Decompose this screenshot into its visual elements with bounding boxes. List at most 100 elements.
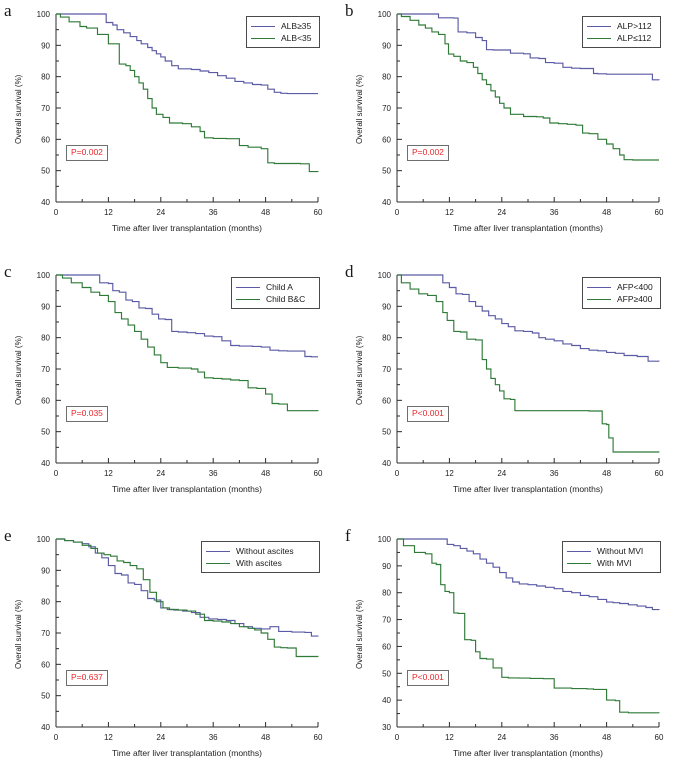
x-tick-label: 24 xyxy=(497,733,506,742)
legend-item: Without MVI xyxy=(567,545,655,557)
x-tick-label: 0 xyxy=(395,208,400,217)
pvalue-badge-d: P<0.001 xyxy=(407,406,449,423)
legend-line-swatch-icon xyxy=(587,25,611,27)
legend-line-swatch-icon xyxy=(206,562,230,564)
y-axis-label: Overall survival (%) xyxy=(355,74,364,144)
y-tick-label: 80 xyxy=(41,334,50,343)
x-tick-label: 36 xyxy=(550,469,559,478)
y-tick-label: 100 xyxy=(378,10,392,19)
survival-curve-secondary xyxy=(56,274,319,412)
legend-a: ALB≥35 ALB<35 xyxy=(246,16,320,48)
y-tick-label: 90 xyxy=(382,41,391,50)
pvalue-badge-c: P=0.035 xyxy=(66,406,108,423)
x-tick-label: 48 xyxy=(602,733,611,742)
x-tick-label: 24 xyxy=(156,208,165,217)
y-tick-label: 70 xyxy=(41,365,50,374)
y-tick-label: 60 xyxy=(382,396,391,405)
x-tick-label: 12 xyxy=(445,733,454,742)
x-tick-label: 0 xyxy=(54,469,59,478)
legend-line-swatch-icon xyxy=(587,286,611,288)
x-tick-label: 48 xyxy=(602,469,611,478)
y-tick-label: 80 xyxy=(41,73,50,82)
y-axis-label: Overall survival (%) xyxy=(14,335,23,405)
y-tick-label: 90 xyxy=(382,562,391,571)
plot-area-d: 40 50 60 70 80 90 100 0 12 24 36 48 60 xyxy=(378,271,664,478)
y-tick-label: 70 xyxy=(41,629,50,638)
y-axis-label: Overall survival (%) xyxy=(14,599,23,669)
y-tick-label: 40 xyxy=(382,696,391,705)
legend-item: ALP>112 xyxy=(587,20,655,32)
legend-item: ALB<35 xyxy=(251,32,314,44)
y-tick-label: 70 xyxy=(41,104,50,113)
legend-item: AFP≥400 xyxy=(587,293,655,305)
plot-area-f: 30 40 50 60 70 80 90 100 0 12 24 36 48 60 xyxy=(378,535,664,742)
x-axis-label: Time after liver transplantation (months… xyxy=(453,484,603,494)
legend-label: ALP≤112 xyxy=(617,33,652,43)
x-tick-label: 12 xyxy=(104,733,113,742)
x-axis-label: Time after liver transplantation (months… xyxy=(112,748,262,758)
y-tick-label: 90 xyxy=(382,302,391,311)
y-tick-label: 40 xyxy=(382,459,391,468)
legend-b: ALP>112 ALP≤112 xyxy=(582,16,661,48)
x-tick-label: 60 xyxy=(314,208,323,217)
legend-item: Child A xyxy=(236,281,314,293)
legend-item: ALP≤112 xyxy=(587,32,655,44)
x-axis-label: Time after liver transplantation (months… xyxy=(453,223,603,233)
panel-letter-e: e xyxy=(4,526,12,545)
legend-item: Child B&C xyxy=(236,293,314,305)
survival-curve-primary xyxy=(56,274,318,358)
plot-area-e: 40 50 60 70 80 90 100 0 12 24 36 48 60 xyxy=(37,535,323,742)
x-tick-label: 48 xyxy=(602,208,611,217)
x-tick-label: 60 xyxy=(314,733,323,742)
legend-label: ALP>112 xyxy=(617,21,652,31)
y-tick-label: 80 xyxy=(382,589,391,598)
y-tick-label: 40 xyxy=(41,198,50,207)
legend-item: Without ascites xyxy=(206,545,314,557)
x-tick-label: 36 xyxy=(209,733,218,742)
x-axis-label: Time after liver transplantation (months… xyxy=(112,484,262,494)
legend-label: Without ascites xyxy=(236,546,294,556)
y-tick-label: 40 xyxy=(41,459,50,468)
y-tick-label: 50 xyxy=(382,669,391,678)
legend-item: With ascites xyxy=(206,557,314,569)
survival-curve-primary xyxy=(56,13,318,95)
legend-line-swatch-icon xyxy=(567,550,591,552)
y-tick-label: 70 xyxy=(382,365,391,374)
legend-label: AFP≥400 xyxy=(617,294,653,304)
legend-line-swatch-icon xyxy=(567,562,591,564)
panel-letter-c: c xyxy=(4,262,12,281)
panel-letter-b: b xyxy=(345,1,354,20)
y-tick-label: 70 xyxy=(382,104,391,113)
plot-area-c: 40 50 60 70 80 90 100 0 12 24 36 48 60 xyxy=(37,271,323,478)
legend-label: With ascites xyxy=(236,558,282,568)
legend-line-swatch-icon xyxy=(587,298,611,300)
x-tick-label: 24 xyxy=(497,208,506,217)
x-axis-label: Time after liver transplantation (months… xyxy=(453,748,603,758)
x-tick-label: 60 xyxy=(655,208,664,217)
y-axis-label: Overall survival (%) xyxy=(14,74,23,144)
survival-curve-primary xyxy=(397,538,660,611)
y-tick-label: 60 xyxy=(382,642,391,651)
plot-area-b: 40 50 60 70 80 90 100 0 12 24 36 48 60 xyxy=(378,10,664,217)
x-tick-label: 0 xyxy=(54,208,59,217)
x-tick-label: 60 xyxy=(655,733,664,742)
y-tick-label: 100 xyxy=(37,10,51,19)
panel-d: d 40 50 60 70 80 90 100 0 12 24 36 48 60 Overall survi… xyxy=(341,261,682,525)
y-tick-label: 80 xyxy=(382,73,391,82)
legend-f: Without MVI With MVI xyxy=(562,541,661,573)
x-tick-label: 36 xyxy=(550,208,559,217)
x-tick-label: 48 xyxy=(261,208,270,217)
x-tick-label: 0 xyxy=(54,733,59,742)
panel-letter-f: f xyxy=(345,526,351,545)
x-tick-label: 12 xyxy=(104,469,113,478)
panel-e: e 40 50 60 70 80 90 100 0 12 24 36 48 60 Overall survi… xyxy=(0,525,341,784)
legend-item: AFP<400 xyxy=(587,281,655,293)
x-tick-label: 0 xyxy=(395,469,400,478)
legend-line-swatch-icon xyxy=(251,37,275,39)
x-tick-label: 24 xyxy=(156,469,165,478)
y-tick-label: 60 xyxy=(41,396,50,405)
y-tick-label: 90 xyxy=(41,566,50,575)
y-tick-label: 50 xyxy=(41,167,50,176)
x-tick-label: 60 xyxy=(655,469,664,478)
pvalue-badge-a: P=0.002 xyxy=(66,145,108,162)
